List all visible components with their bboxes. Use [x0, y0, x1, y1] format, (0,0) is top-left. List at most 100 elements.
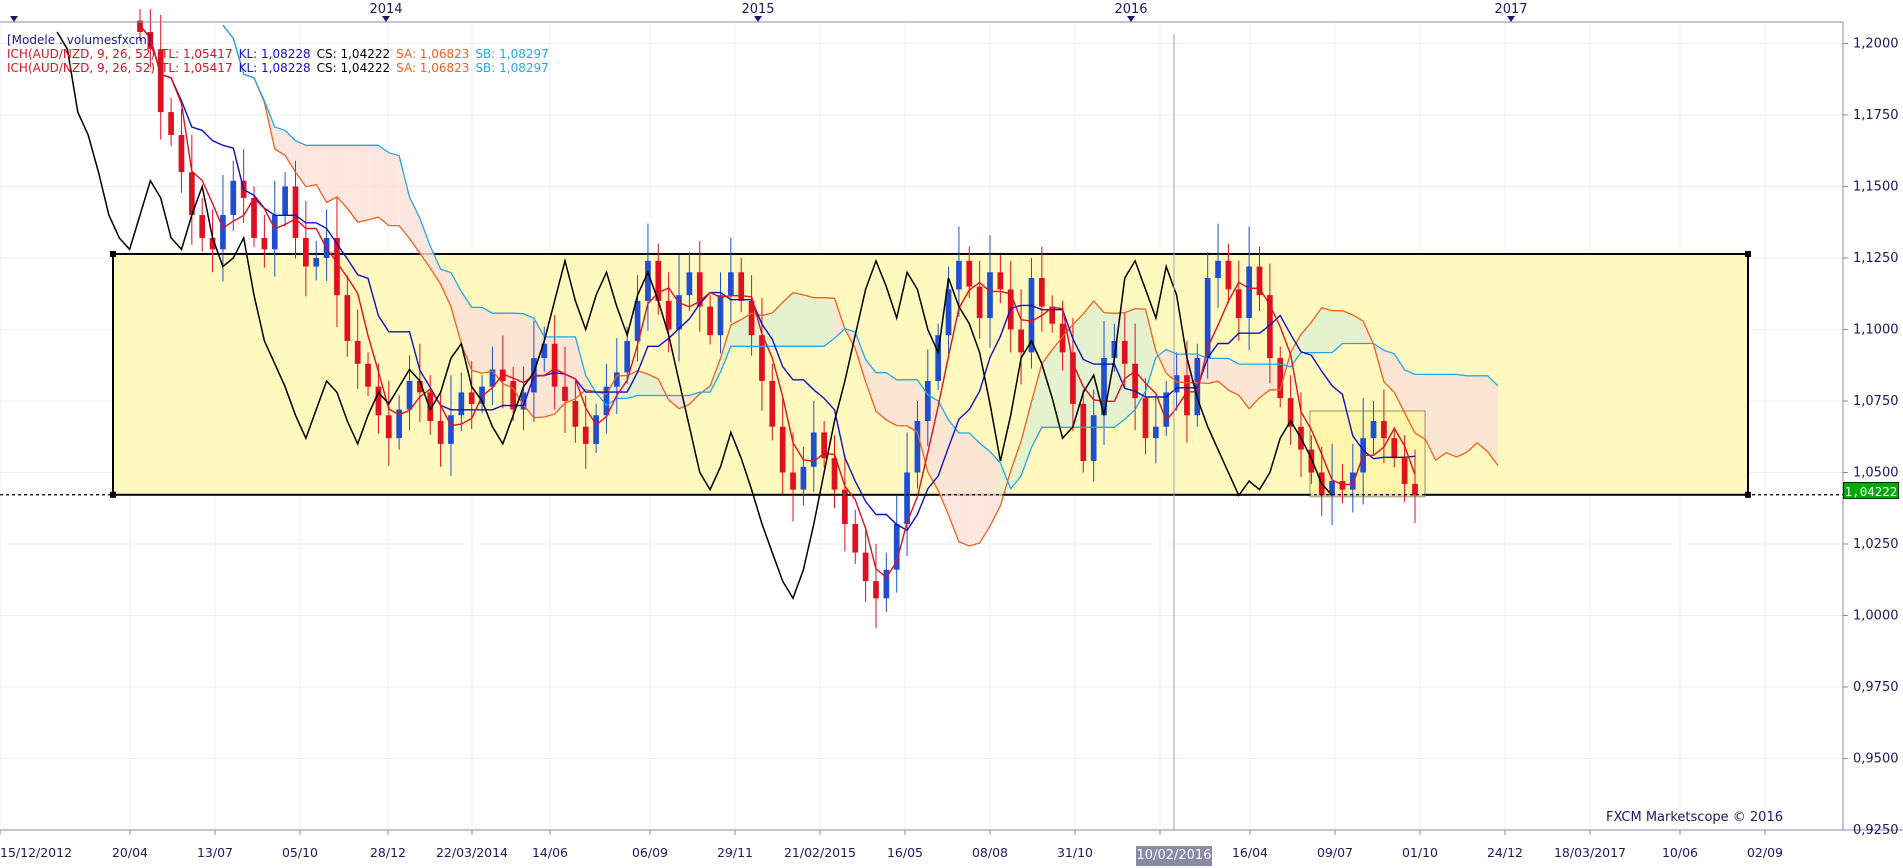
candle-body[interactable]	[1215, 260, 1221, 278]
candle-body[interactable]	[935, 335, 942, 381]
candle-body[interactable]	[810, 432, 817, 467]
candle-body[interactable]	[1163, 392, 1170, 427]
candle-body[interactable]	[665, 300, 672, 330]
candle-body[interactable]	[406, 380, 413, 410]
candle-body[interactable]	[1225, 260, 1232, 290]
candle-body[interactable]	[728, 272, 734, 296]
candle-body[interactable]	[759, 335, 765, 381]
candle-body[interactable]	[209, 237, 216, 250]
candle-body[interactable]	[220, 215, 226, 250]
candle-body[interactable]	[924, 380, 931, 421]
candle-body[interactable]	[354, 340, 361, 364]
range-box-handle[interactable]	[1745, 250, 1751, 257]
candle-body[interactable]	[748, 300, 755, 336]
candle-body[interactable]	[1070, 352, 1076, 404]
candle-body[interactable]	[344, 295, 351, 341]
candle-body[interactable]	[230, 180, 237, 216]
range-box-handle[interactable]	[110, 250, 116, 257]
candle-body[interactable]	[489, 369, 496, 387]
candle-body[interactable]	[385, 415, 392, 439]
candle-body[interactable]	[282, 186, 288, 216]
candle-body[interactable]	[821, 432, 827, 459]
candle-body[interactable]	[468, 392, 475, 404]
candle-body[interactable]	[987, 272, 993, 319]
candle-body[interactable]	[852, 523, 859, 553]
candle-body[interactable]	[188, 172, 195, 216]
candle-body[interactable]	[1349, 472, 1356, 490]
candle-body[interactable]	[1329, 481, 1335, 496]
candle-body[interactable]	[1381, 420, 1387, 439]
candle-body[interactable]	[303, 237, 309, 267]
candle-body[interactable]	[1153, 426, 1159, 439]
candle-body[interactable]	[1308, 449, 1315, 473]
candle-body[interactable]	[997, 272, 1004, 290]
candle-body[interactable]	[1028, 277, 1035, 353]
candle-body[interactable]	[1059, 323, 1066, 353]
candle-body[interactable]	[613, 372, 620, 387]
candle-body[interactable]	[251, 197, 257, 238]
kijun-line[interactable]	[139, 24, 1416, 532]
candle-body[interactable]	[676, 295, 682, 330]
candle-body[interactable]	[831, 458, 838, 490]
candle-body[interactable]	[541, 343, 548, 359]
candle-body[interactable]	[1111, 340, 1118, 359]
candle-body[interactable]	[645, 260, 651, 301]
candle-body[interactable]	[1256, 266, 1263, 296]
candle-body[interactable]	[157, 49, 164, 113]
range-box-handle[interactable]	[1745, 491, 1751, 498]
candle-body[interactable]	[334, 237, 340, 296]
candle-body[interactable]	[510, 380, 517, 410]
candle-body[interactable]	[593, 415, 599, 444]
candle-body[interactable]	[1049, 306, 1056, 324]
candle-body[interactable]	[800, 466, 807, 490]
candle-body[interactable]	[1391, 438, 1398, 459]
candle-body[interactable]	[1267, 295, 1273, 359]
candle-body[interactable]	[624, 340, 631, 373]
candle-body[interactable]	[603, 386, 610, 416]
candle-body[interactable]	[1370, 420, 1377, 439]
candle-body[interactable]	[1018, 329, 1024, 353]
candle-body[interactable]	[1339, 481, 1346, 490]
candle-body[interactable]	[271, 215, 278, 250]
candle-body[interactable]	[178, 134, 185, 173]
indicator-legend-2[interactable]: ICH(AUD/NZD, 9, 26, 52) TL: 1,05417 KL: 1,…	[7, 61, 555, 75]
candle-body[interactable]	[696, 272, 703, 307]
candle-body[interactable]	[261, 237, 268, 250]
senkou-span-a-line[interactable]	[222, 24, 1499, 547]
tenkan-line[interactable]	[139, 24, 1416, 579]
candle-body[interactable]	[1080, 403, 1087, 462]
candle-body[interactable]	[1412, 483, 1418, 496]
candle-body[interactable]	[458, 392, 465, 416]
candle-body[interactable]	[417, 380, 423, 393]
candle-body[interactable]	[551, 343, 558, 387]
candle-body[interactable]	[292, 186, 299, 238]
candle-body[interactable]	[976, 286, 983, 319]
candle-body[interactable]	[862, 552, 869, 582]
candle-body[interactable]	[1101, 358, 1107, 416]
senkou-span-b-line[interactable]	[222, 24, 1499, 491]
candle-body[interactable]	[738, 272, 745, 301]
chikou-line[interactable]	[56, 31, 1333, 601]
candle-body[interactable]	[1184, 375, 1190, 416]
candle-body[interactable]	[1090, 415, 1097, 462]
candle-body[interactable]	[1235, 289, 1242, 319]
candle-body[interactable]	[893, 523, 900, 570]
candle-body[interactable]	[790, 472, 796, 490]
candle-body[interactable]	[572, 400, 579, 427]
candle-body[interactable]	[199, 215, 206, 238]
candle-body[interactable]	[873, 581, 879, 599]
candle-body[interactable]	[956, 260, 962, 290]
candle-body[interactable]	[1173, 375, 1180, 393]
candle-body[interactable]	[945, 289, 952, 336]
candle-body[interactable]	[686, 272, 693, 296]
candle-body[interactable]	[375, 386, 382, 416]
indicator-legend-1[interactable]: ICH(AUD/NZD, 9, 26, 52) TL: 1,05417 KL: 1,…	[7, 47, 555, 61]
candle-body[interactable]	[966, 260, 973, 287]
candle-body[interactable]	[655, 260, 662, 301]
range-box-handle[interactable]	[110, 491, 116, 498]
candle-body[interactable]	[1038, 277, 1045, 307]
candle-body[interactable]	[1204, 277, 1211, 359]
candle-body[interactable]	[883, 569, 890, 599]
candle-body[interactable]	[137, 20, 143, 33]
candle-body[interactable]	[769, 380, 776, 427]
